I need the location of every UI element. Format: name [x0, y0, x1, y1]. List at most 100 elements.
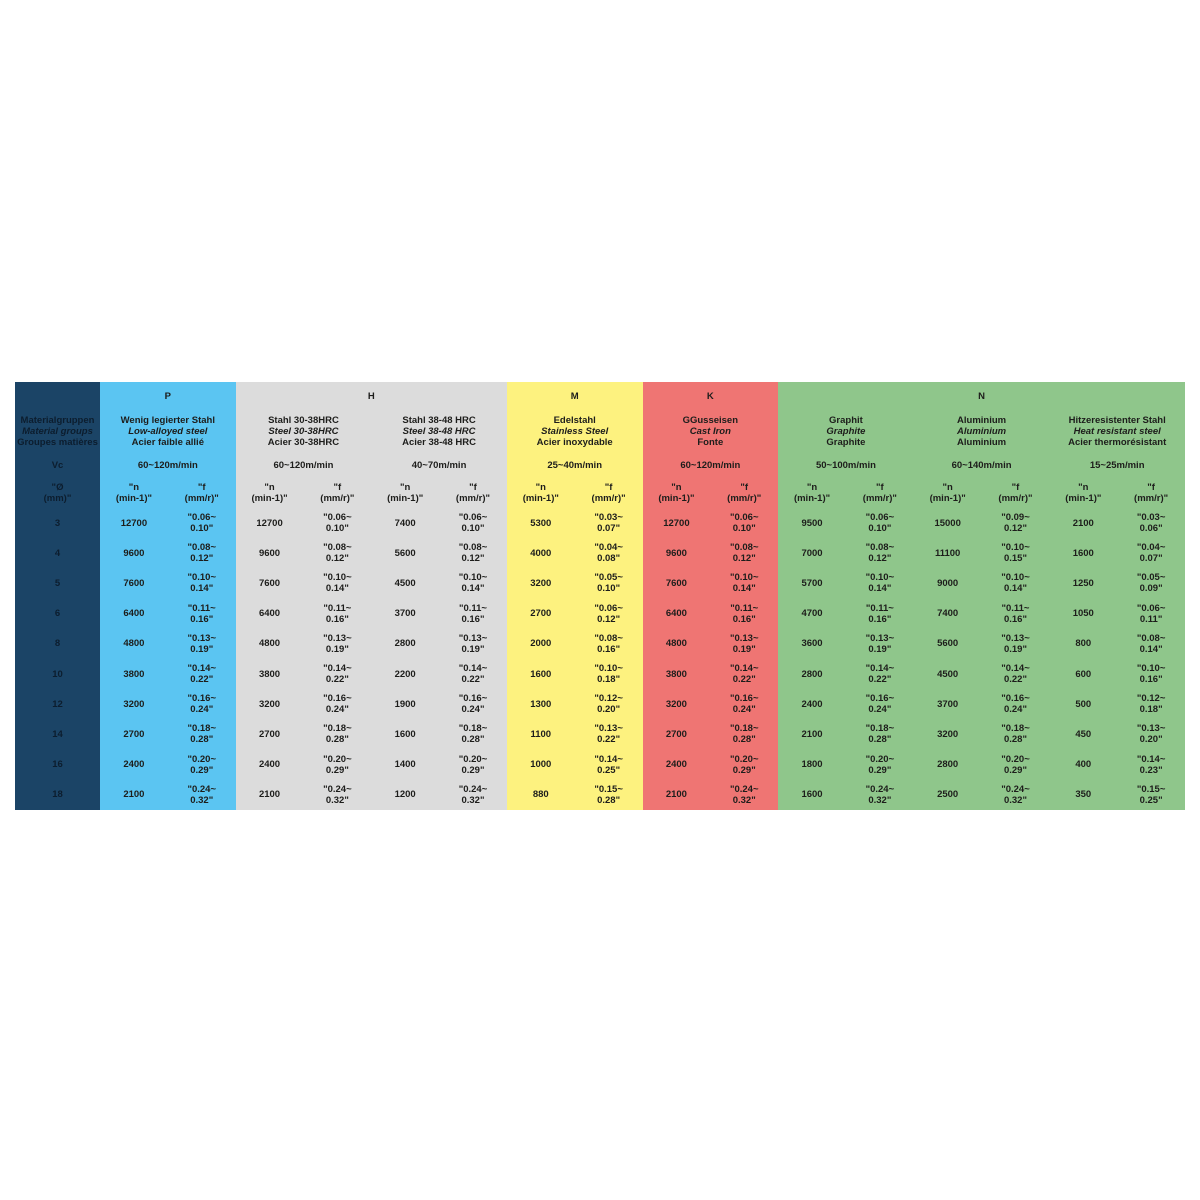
feed-value-text: 0.24: [190, 704, 213, 715]
rpm-value: 3800: [642, 658, 711, 690]
feed-value-text: 0.08~: [459, 542, 487, 553]
material-name-text: Graphite: [826, 425, 866, 437]
n-header-text: n: [129, 482, 139, 493]
feed-value-text: 0.18~: [730, 723, 758, 734]
rpm-value: 1600: [506, 658, 575, 690]
rpm-value: 3200: [235, 689, 304, 720]
feed-value-text: 0.16: [326, 614, 349, 625]
feed-value-text: 0.24~: [730, 784, 758, 795]
diameter-value-text: 14: [52, 728, 63, 740]
feed-value: 0.13~0.19: [845, 628, 914, 659]
rpm-value-text: 800: [1075, 638, 1092, 650]
feed-value-text: 0.19: [868, 644, 891, 655]
feed-value: 0.12~0.18: [1117, 689, 1185, 720]
rpm-value: 1800: [778, 749, 846, 780]
feed-value-text: 0.15~: [594, 784, 623, 795]
rpm-value-text: 9000: [937, 577, 959, 589]
feed-value: 0.08~0.16: [574, 628, 643, 659]
diameter-value: 6: [15, 598, 100, 629]
feed-value-text: 0.06~: [459, 512, 487, 523]
feed-value: 0.13~0.19: [439, 628, 507, 659]
feed-value: 0.03~0.07: [574, 508, 643, 539]
rpm-value: 1600: [778, 779, 846, 810]
rpm-value-text: 1400: [394, 759, 416, 771]
feed-value-text: 0.24: [868, 704, 891, 715]
feed-value: 0.13~0.19: [167, 628, 236, 659]
feed-value-text: 0.06: [1140, 523, 1163, 534]
diameter-value: 3: [15, 508, 100, 539]
rpm-value-text: 6400: [123, 608, 145, 620]
rpm-value-text: 4800: [123, 638, 145, 650]
feed-value: 0.11~0.16: [167, 598, 236, 629]
feed-value-text: 0.06~: [323, 512, 352, 523]
f-header: f(mm/r): [167, 478, 236, 508]
feed-value-text: 0.15: [1004, 553, 1027, 564]
rpm-value: 2800: [778, 658, 846, 690]
feed-value-text: 0.13~: [1001, 633, 1030, 644]
feed-value-text: 0.24: [461, 704, 484, 715]
feed-value-text: 0.05~: [1137, 572, 1165, 583]
feed-value: 0.14~0.22: [439, 658, 507, 690]
diameter-value: 10: [15, 658, 100, 690]
f-header: f(mm/r): [981, 478, 1050, 508]
f-header-text: f: [198, 482, 205, 493]
feed-value: 0.10~0.14: [710, 568, 779, 599]
feed-value-text: 0.14: [868, 583, 891, 594]
rpm-value-text: 7600: [258, 577, 281, 589]
rpm-value-text: 4800: [258, 638, 281, 650]
feed-value: 0.06~0.10: [303, 508, 372, 539]
rpm-value: 4800: [642, 628, 711, 659]
rpm-value: 3800: [100, 658, 168, 690]
rpm-value: 450: [1049, 719, 1118, 750]
feed-value: 0.24~0.32: [981, 779, 1050, 810]
feed-value-text: 0.12: [326, 553, 349, 564]
n-header-text: (min-1): [523, 493, 559, 504]
feed-value: 0.20~0.29: [845, 749, 914, 780]
rpm-value: 4500: [371, 568, 440, 599]
feed-value-text: 0.18~: [866, 723, 894, 734]
rpm-value-text: 4000: [530, 547, 552, 559]
n-header: n(min-1): [1049, 478, 1118, 508]
feed-value: 0.06~0.10: [845, 508, 914, 539]
diameter-value-text: 5: [54, 577, 61, 589]
rpm-value: 15000: [913, 508, 982, 539]
rpm-value: 1600: [1049, 538, 1118, 569]
feed-value: 0.08~0.12: [303, 538, 372, 569]
feed-value-text: 0.05~: [594, 572, 623, 583]
rpm-value: 11100: [913, 538, 982, 569]
feed-value-text: 0.20: [597, 704, 620, 715]
feed-value-text: 0.08~: [594, 633, 623, 644]
feed-value-text: 0.14~: [1137, 754, 1165, 765]
n-header: n(min-1): [778, 478, 846, 508]
feed-value-text: 0.10~: [594, 663, 623, 674]
feed-value-text: 0.10~: [459, 572, 487, 583]
material-name: Graphit Graphite Graphite: [778, 410, 914, 452]
n-header-text: (min-1): [387, 493, 423, 504]
feed-value-text: 0.03~: [594, 512, 623, 523]
feed-value-text: 0.28: [461, 734, 484, 745]
rpm-value-text: 3700: [937, 698, 959, 710]
rpm-value: 2100: [235, 779, 304, 810]
feed-value-text: 0.20: [1140, 734, 1163, 745]
rpm-value-text: 7600: [665, 577, 687, 589]
material-name-text: Stainless Steel: [541, 425, 609, 437]
rpm-value: 7600: [100, 568, 168, 599]
feed-value-text: 0.14~: [594, 754, 623, 765]
rpm-value-text: 2100: [123, 789, 145, 801]
rpm-value-text: 3800: [258, 668, 281, 680]
material-name-text: Acier 38-48 HRC: [402, 436, 477, 448]
feed-value-text: 0.22: [1004, 674, 1027, 685]
feed-value-text: 0.09: [1140, 583, 1163, 594]
material-name-text: Steel 38-48 HRC: [402, 425, 476, 437]
feed-value-text: 0.28: [733, 734, 756, 745]
rpm-value-text: 7400: [394, 517, 416, 529]
rpm-value: 5700: [778, 568, 846, 599]
rpm-value: 2700: [100, 719, 168, 750]
n-header: n(min-1): [913, 478, 982, 508]
rpm-value: 7400: [371, 508, 440, 539]
rpm-value-text: 1600: [530, 668, 552, 680]
feed-value-text: 0.12: [868, 553, 891, 564]
feed-value: 0.13~0.22: [574, 719, 643, 750]
rpm-value: 4800: [100, 628, 168, 659]
rpm-value: 5300: [506, 508, 575, 539]
